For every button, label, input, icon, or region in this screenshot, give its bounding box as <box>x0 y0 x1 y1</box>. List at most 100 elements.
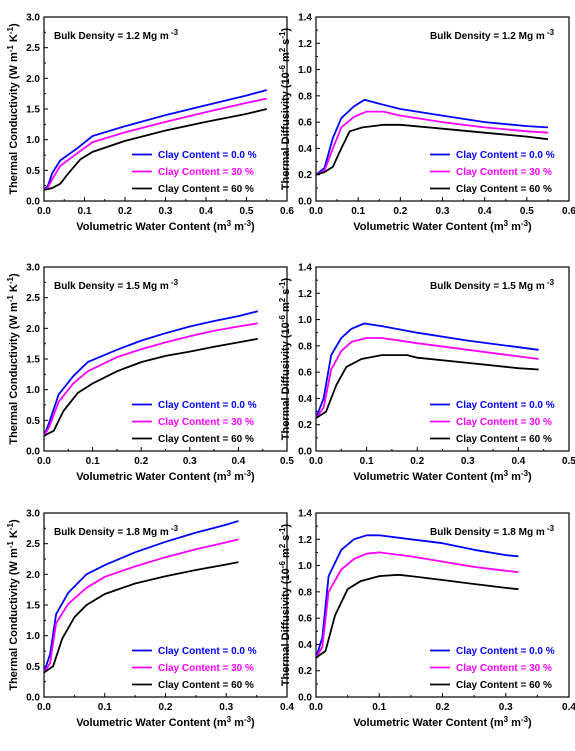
series-line-clay-30 <box>43 97 267 191</box>
x-tick-label: 0.3 <box>461 456 475 467</box>
x-tick-label: 0.2 <box>410 456 424 467</box>
chart-panel: 0.0 0.1 0.2 0.3 0.4 0.0 0.5 1.0 1.5 2.0 2.5 3.0 Volu… <box>6 509 294 730</box>
y-tick-label: 1.2 <box>298 289 312 300</box>
y-tick-label: 1.4 <box>298 13 312 24</box>
x-tick-label: 0.4 <box>478 206 492 217</box>
series-line-clay-60 <box>315 573 519 659</box>
series-line-clay-0 <box>43 310 259 437</box>
x-tick-label: 0.1 <box>372 702 386 713</box>
x-tick-label: 0.2 <box>393 206 407 217</box>
y-tick-label: 1.2 <box>298 39 312 50</box>
series-line-clay-0 <box>43 520 239 673</box>
y-tick-label: 1.2 <box>298 535 312 546</box>
y-tick-label: 0.0 <box>298 693 312 704</box>
x-axis-label: Volumetric Water Content (m3 m-3) <box>353 219 532 233</box>
x-tick-label: 0.3 <box>499 702 513 713</box>
series-line-clay-30 <box>315 551 519 659</box>
x-tick-label: 0.2 <box>436 702 450 713</box>
bulk-density-annotation: Bulk Density = 1.2 Mg m -3 <box>54 28 179 42</box>
x-tick-label: 0.1 <box>360 456 374 467</box>
y-tick-label: 3.0 <box>26 509 40 520</box>
x-tick-label: 0.2 <box>134 456 148 467</box>
legend-entry: Clay Content = 30 % <box>158 417 254 428</box>
x-tick-label: 0.6 <box>280 206 294 217</box>
x-tick-label: 0.4 <box>231 456 245 467</box>
legend-entry: Clay Content = 60 % <box>456 184 552 195</box>
y-tick-label: 0.4 <box>298 144 312 155</box>
bulk-density-annotation: Bulk Density = 1.5 Mg m -3 <box>430 278 555 292</box>
y-tick-label: 2.0 <box>26 570 40 581</box>
legend-entry: Clay Content = 30 % <box>456 417 552 428</box>
x-tick-label: 0.6 <box>562 206 575 217</box>
y-tick-label: 3.0 <box>26 13 40 24</box>
x-axis-label: Volumetric Water Content (m3 m-3) <box>76 469 255 483</box>
legend-entry: Clay Content = 30 % <box>456 167 552 178</box>
x-tick-label: 0.3 <box>183 456 197 467</box>
series-line-clay-60 <box>43 108 268 191</box>
y-tick-label: 2.0 <box>26 74 40 85</box>
y-tick-label: 2.0 <box>26 324 40 335</box>
y-tick-label: 1.4 <box>298 263 312 274</box>
y-tick-label: 2.5 <box>26 539 40 550</box>
y-tick-label: 0.2 <box>298 420 312 431</box>
chart-panel: 0.0 0.1 0.2 0.3 0.4 0.5 0.0 0.5 1.0 1.5 2.0 2.5 3.0 V… <box>6 263 294 484</box>
y-tick-label: 1.0 <box>26 385 40 396</box>
x-tick-label: 0.1 <box>351 206 365 217</box>
y-tick-label: 1.5 <box>26 601 40 612</box>
series-line-clay-0 <box>43 89 268 191</box>
x-tick-label: 0.4 <box>511 456 525 467</box>
series-line-clay-60 <box>315 354 539 419</box>
legend-entry: Clay Content = 0.0 % <box>158 400 257 411</box>
x-tick-label: 0.3 <box>219 702 233 713</box>
bulk-density-annotation: Bulk Density = 1.5 Mg m -3 <box>54 278 179 292</box>
bulk-density-annotation: Bulk Density = 1.8 Mg m -3 <box>54 524 179 538</box>
x-tick-label: 0.0 <box>37 456 51 467</box>
legend-entry: Clay Content = 0.0 % <box>158 646 257 657</box>
y-tick-label: 0.5 <box>26 166 40 177</box>
x-tick-label: 0.0 <box>37 206 51 217</box>
bulk-density-annotation: Bulk Density = 1.8 Mg m -3 <box>430 524 555 538</box>
legend-entry: Clay Content = 60 % <box>456 680 552 691</box>
x-axis-label: Volumetric Water Content (m3 m-3) <box>353 715 532 729</box>
chart-panel: 0.0 0.1 0.2 0.3 0.4 0.5 0.6 0.0 0.2 0.4 0.6 0.8 1.0 1… <box>278 13 575 234</box>
y-tick-label: 0.8 <box>298 587 312 598</box>
y-tick-label: 1.4 <box>298 509 312 520</box>
y-tick-label: 0.2 <box>298 170 312 181</box>
y-tick-label: 0.6 <box>298 614 312 625</box>
y-tick-label: 0.0 <box>26 447 40 458</box>
y-tick-label: 1.0 <box>298 65 312 76</box>
y-tick-label: 0.6 <box>298 368 312 379</box>
legend-entry: Clay Content = 0.0 % <box>456 150 555 161</box>
series-line-clay-0 <box>315 534 519 658</box>
series-line-clay-30 <box>43 322 258 437</box>
x-tick-label: 0.1 <box>98 702 112 713</box>
series-line-clay-0 <box>315 98 548 176</box>
y-tick-label: 0.6 <box>298 118 312 129</box>
legend-entry: Clay Content = 30 % <box>158 663 254 674</box>
y-tick-label: 0.0 <box>298 447 312 458</box>
y-axis-label: Thermal Conductivity (W m-1 K-1) <box>6 23 20 195</box>
legend-entry: Clay Content = 0.0 % <box>158 150 257 161</box>
y-tick-label: 1.5 <box>26 355 40 366</box>
series-line-clay-30 <box>43 538 239 673</box>
chart-panel: 0.0 0.1 0.2 0.3 0.4 0.0 0.2 0.4 0.6 0.8 1.0 1.2 1.4 V… <box>278 509 575 730</box>
x-tick-label: 0.4 <box>280 702 294 713</box>
x-tick-label: 0.4 <box>562 702 575 713</box>
x-tick-label: 0.2 <box>159 702 173 713</box>
x-tick-label: 0.0 <box>309 702 323 713</box>
x-tick-label: 0.0 <box>309 456 323 467</box>
series-line-clay-30 <box>315 110 548 176</box>
series-line-clay-60 <box>43 561 239 674</box>
x-tick-label: 0.0 <box>309 206 323 217</box>
y-tick-label: 0.4 <box>298 394 312 405</box>
y-tick-label: 1.0 <box>298 561 312 572</box>
chart-panel: 0.0 0.1 0.2 0.3 0.4 0.5 0.6 0.0 0.5 1.0 1.5 2.0 2.5 3… <box>6 13 294 234</box>
y-tick-label: 0.5 <box>26 416 40 427</box>
y-tick-label: 1.0 <box>26 631 40 642</box>
x-tick-label: 0.5 <box>520 206 534 217</box>
x-tick-label: 0.5 <box>280 456 294 467</box>
legend-entry: Clay Content = 60 % <box>158 434 254 445</box>
x-tick-label: 0.4 <box>199 206 213 217</box>
y-tick-label: 1.5 <box>26 105 40 116</box>
